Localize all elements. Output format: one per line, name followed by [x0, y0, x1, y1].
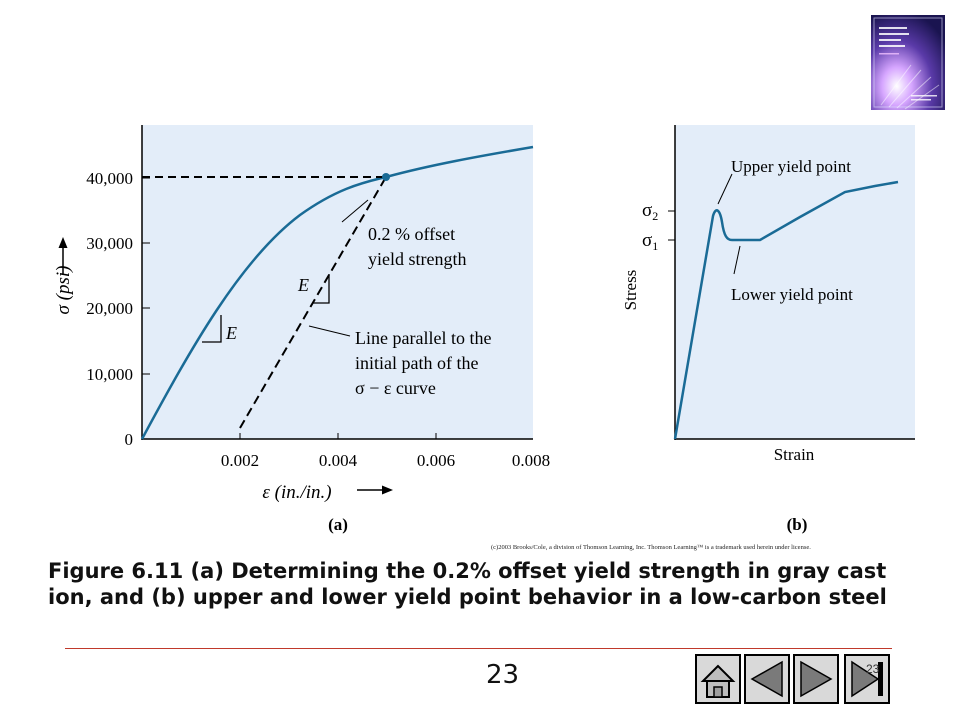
- y-tick-40000: 40,000: [86, 169, 133, 188]
- yield-point-marker: [382, 173, 390, 181]
- panel-a-plot-area: [142, 125, 533, 439]
- end-slide-button[interactable]: [844, 654, 890, 704]
- x-tick-0008: 0.008: [512, 451, 550, 470]
- lower-yield-leader-line: [733, 245, 741, 275]
- offset-leader-line: [341, 199, 369, 223]
- y-tick-10000: 10,000: [86, 365, 133, 384]
- x-label-arrow-icon: [382, 485, 393, 495]
- home-button[interactable]: [695, 654, 741, 704]
- copyright-notice: (c)2003 Brooks/Cole, a division of Thoms…: [491, 544, 811, 551]
- panel-a-label: (a): [328, 515, 348, 534]
- figure-6-11: 40,000 30,000 20,000 10,000 0 0.002 0.00…: [53, 125, 915, 534]
- panel-a-y-label: σ (psi): [53, 266, 74, 315]
- panel-a-stress-strain-curve: [140, 145, 534, 440]
- panel-b-plot-area: [675, 125, 915, 439]
- svg-text:σ (psi): σ (psi): [53, 266, 74, 315]
- sigma-2-label: σ2: [642, 200, 658, 223]
- parallel-label-line1: Line parallel to the: [355, 328, 491, 348]
- panel-b-y-label: Stress: [621, 270, 640, 311]
- book-cover-image: [871, 15, 945, 110]
- offset-label-line2: yield strength: [368, 249, 466, 269]
- footer-divider: [65, 648, 892, 649]
- panel-b-stress-strain-curve: [673, 180, 899, 440]
- panel-b-label: (b): [787, 515, 808, 534]
- offset-slope-triangle: [312, 274, 330, 304]
- previous-icon: [750, 660, 783, 698]
- previous-slide-button[interactable]: [744, 654, 790, 704]
- parallel-leader-line: [308, 325, 351, 337]
- next-slide-button[interactable]: [793, 654, 839, 704]
- y-label-arrow-icon: [58, 237, 68, 248]
- figure-caption: Figure 6.11 (a) Determining the 0.2% off…: [48, 559, 887, 609]
- x-tick-0006: 0.006: [417, 451, 455, 470]
- offset-label-line1: 0.2 % offset: [368, 224, 455, 244]
- sigma-1-label: σ1: [642, 230, 658, 253]
- lower-yield-label: Lower yield point: [731, 285, 853, 304]
- parallel-label-line2: initial path of the: [355, 353, 478, 373]
- panel-b-x-label: Strain: [774, 445, 815, 464]
- initial-modulus-label: E: [225, 323, 237, 343]
- offset-modulus-label: E: [297, 275, 309, 295]
- parallel-label-line3: σ − ε curve: [355, 378, 436, 398]
- next-icon: [800, 660, 833, 698]
- end-icon: [851, 660, 883, 698]
- x-tick-0004: 0.004: [319, 451, 358, 470]
- y-tick-30000: 30,000: [86, 234, 133, 253]
- y-tick-0: 0: [125, 430, 134, 449]
- upper-yield-label: Upper yield point: [731, 157, 851, 176]
- panel-a-x-label: ε (in./in.): [262, 482, 331, 503]
- x-tick-0002: 0.002: [221, 451, 259, 470]
- upper-yield-leader-line: [717, 173, 733, 205]
- initial-slope-triangle: [202, 315, 222, 343]
- page-number: 23: [486, 660, 520, 690]
- y-tick-20000: 20,000: [86, 299, 133, 318]
- corner-page-number: 23: [866, 662, 880, 676]
- svg-text:Stress: Stress: [621, 270, 640, 311]
- home-icon: [700, 664, 736, 698]
